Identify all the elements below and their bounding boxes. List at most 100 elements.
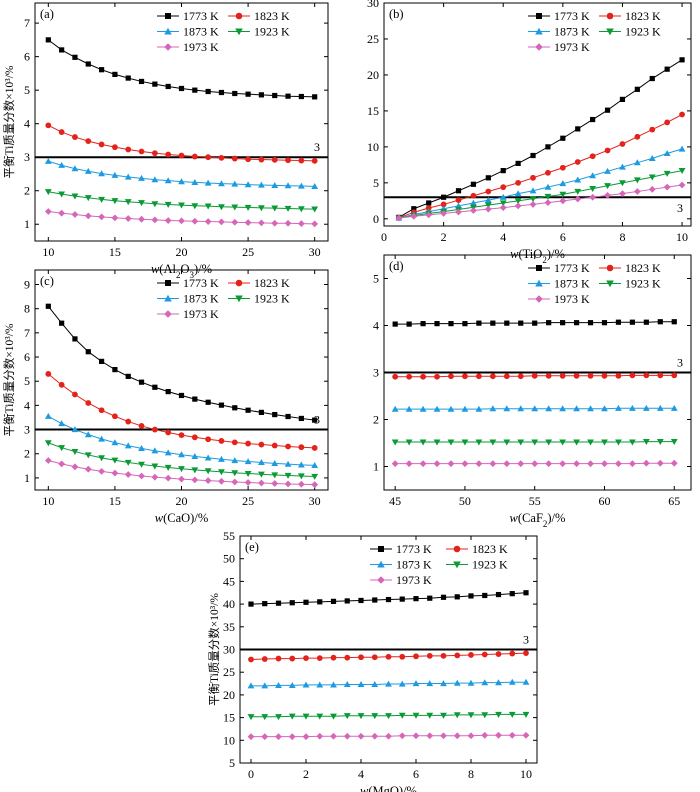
data-point <box>191 476 199 484</box>
data-point <box>271 480 279 487</box>
data-point <box>398 732 406 740</box>
series-1773-K <box>392 319 677 327</box>
data-point <box>395 214 403 222</box>
data-point <box>649 126 656 133</box>
legend-item: 1973 K <box>370 573 432 587</box>
data-point <box>178 217 185 225</box>
y-tick-label: 55 <box>223 529 235 543</box>
data-point <box>515 160 521 167</box>
legend-marker <box>377 576 385 584</box>
data-point <box>85 349 91 355</box>
data-point <box>484 202 492 209</box>
series-1823-K <box>248 650 529 663</box>
data-point <box>371 681 379 688</box>
series-1823-K <box>45 122 318 164</box>
data-point <box>152 384 158 390</box>
data-point <box>44 457 52 464</box>
data-point <box>244 181 252 188</box>
x-axis-label: w(TiO2)/% <box>510 247 565 265</box>
data-point <box>244 470 252 477</box>
data-point <box>619 180 626 187</box>
x-tick-label: 10 <box>520 767 532 781</box>
data-point <box>544 183 552 190</box>
data-point <box>45 303 51 309</box>
legend-marker <box>535 43 543 51</box>
y-tick-label: 10 <box>367 140 379 154</box>
data-point <box>178 85 185 92</box>
legend-label: 1773 K <box>554 9 590 23</box>
data-point <box>244 219 252 226</box>
legend-marker <box>164 43 172 51</box>
data-point <box>371 713 379 720</box>
y-tick-label: 30 <box>223 643 235 657</box>
data-point <box>71 211 79 218</box>
data-point <box>72 336 78 342</box>
data-point <box>481 651 488 658</box>
data-point <box>678 145 686 152</box>
data-point <box>440 712 447 719</box>
data-point <box>247 733 255 741</box>
series-1923-K <box>395 168 686 222</box>
data-point <box>245 407 251 413</box>
x-tick-label: 15 <box>109 494 121 508</box>
data-point <box>84 167 92 174</box>
legend-marker <box>535 295 543 303</box>
data-point <box>678 168 686 175</box>
data-point <box>470 207 477 214</box>
legend-label: 1923 K <box>625 25 661 39</box>
data-point <box>601 439 608 446</box>
data-point <box>385 596 392 603</box>
data-point <box>245 440 251 447</box>
data-point <box>178 178 185 185</box>
data-point <box>481 679 489 686</box>
data-point <box>532 320 538 326</box>
data-point <box>663 170 671 177</box>
data-point <box>44 157 52 164</box>
data-point <box>440 652 447 659</box>
series-1873-K <box>247 678 530 689</box>
data-point <box>503 405 511 412</box>
data-point <box>531 405 539 412</box>
legend-label: 1873 K <box>554 277 590 291</box>
x-tick-label: 30 <box>309 245 321 259</box>
legend-item: 1773 K <box>370 542 432 556</box>
data-point <box>285 93 291 99</box>
data-point <box>426 652 433 659</box>
data-point <box>485 175 491 181</box>
data-point <box>247 714 255 721</box>
data-point <box>482 592 488 599</box>
legend-marker <box>235 12 243 20</box>
data-point <box>615 439 622 446</box>
legend-label: 1973 K <box>183 40 219 54</box>
data-point <box>489 405 497 412</box>
data-point <box>385 680 392 687</box>
data-point <box>271 181 279 188</box>
data-point <box>573 372 580 379</box>
data-point <box>517 373 524 380</box>
data-point <box>205 88 211 95</box>
data-point <box>615 372 622 379</box>
legend-item: 1923 K <box>599 25 661 39</box>
data-point <box>476 320 482 326</box>
data-point <box>165 389 171 395</box>
data-point <box>573 439 580 446</box>
data-point <box>371 654 378 661</box>
data-point <box>124 442 132 449</box>
data-point <box>138 78 145 85</box>
data-point <box>284 205 292 212</box>
data-point <box>297 473 305 480</box>
data-point <box>475 405 483 412</box>
data-point <box>316 713 324 720</box>
data-point <box>559 191 567 198</box>
data-point <box>670 459 678 467</box>
data-point <box>433 439 441 446</box>
legend-item: 1873 K <box>528 277 590 291</box>
data-point <box>258 181 265 188</box>
data-point <box>559 180 567 187</box>
data-point <box>231 470 239 477</box>
data-point <box>218 477 225 485</box>
data-point <box>573 460 580 468</box>
data-point <box>399 596 405 602</box>
y-axis-label: 平衡Ti质量分数×10³/% <box>207 593 221 706</box>
